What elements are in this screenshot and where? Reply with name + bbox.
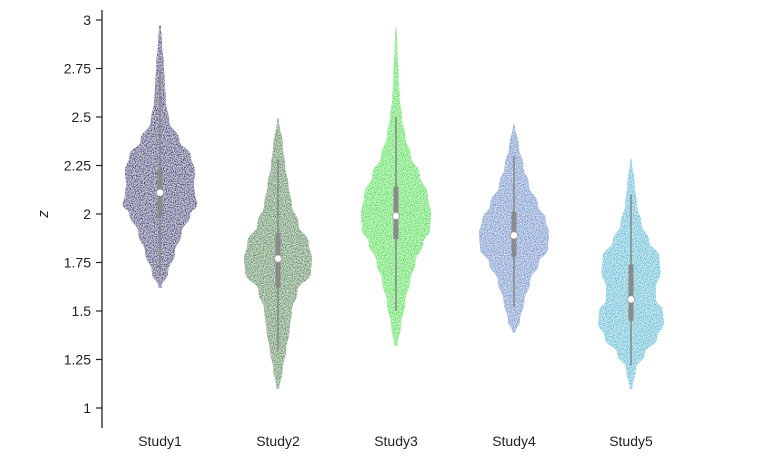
x-tick-label: Study5 — [609, 433, 653, 449]
median-point — [273, 254, 282, 263]
y-tick-label: 2 — [83, 206, 91, 222]
violin-study1 — [122, 25, 198, 289]
y-axis: 1 1.25 1.5 1.75 2 2.25 2.5 2.75 3 — [64, 10, 103, 428]
violin-study5 — [598, 159, 664, 389]
y-axis-title: z — [35, 210, 52, 219]
x-tick-label: Study3 — [374, 433, 418, 449]
violin-study2 — [244, 118, 312, 389]
y-tick-label: 2.25 — [64, 158, 91, 174]
x-tick-label: Study1 — [138, 433, 182, 449]
y-tick-label: 2.5 — [72, 109, 92, 125]
y-tick-label: 1.25 — [64, 352, 91, 368]
violin-study4 — [478, 124, 550, 333]
median-point — [155, 188, 164, 197]
y-tick-label: 1 — [83, 400, 91, 416]
median-point — [627, 295, 636, 304]
violins — [122, 25, 664, 389]
median-point — [509, 231, 518, 240]
median-point — [391, 211, 400, 220]
x-tick-label: Study2 — [256, 433, 300, 449]
x-axis-labels: Study1 Study2 Study3 Study4 Study5 — [138, 433, 653, 449]
y-tick-label: 1.75 — [64, 255, 91, 271]
iqr-box — [628, 264, 634, 321]
violin-study3 — [360, 27, 432, 347]
y-tick-label: 2.75 — [64, 61, 91, 77]
y-tick-label: 3 — [83, 12, 91, 28]
y-tick-label: 1.5 — [72, 303, 92, 319]
x-tick-label: Study4 — [492, 433, 536, 449]
